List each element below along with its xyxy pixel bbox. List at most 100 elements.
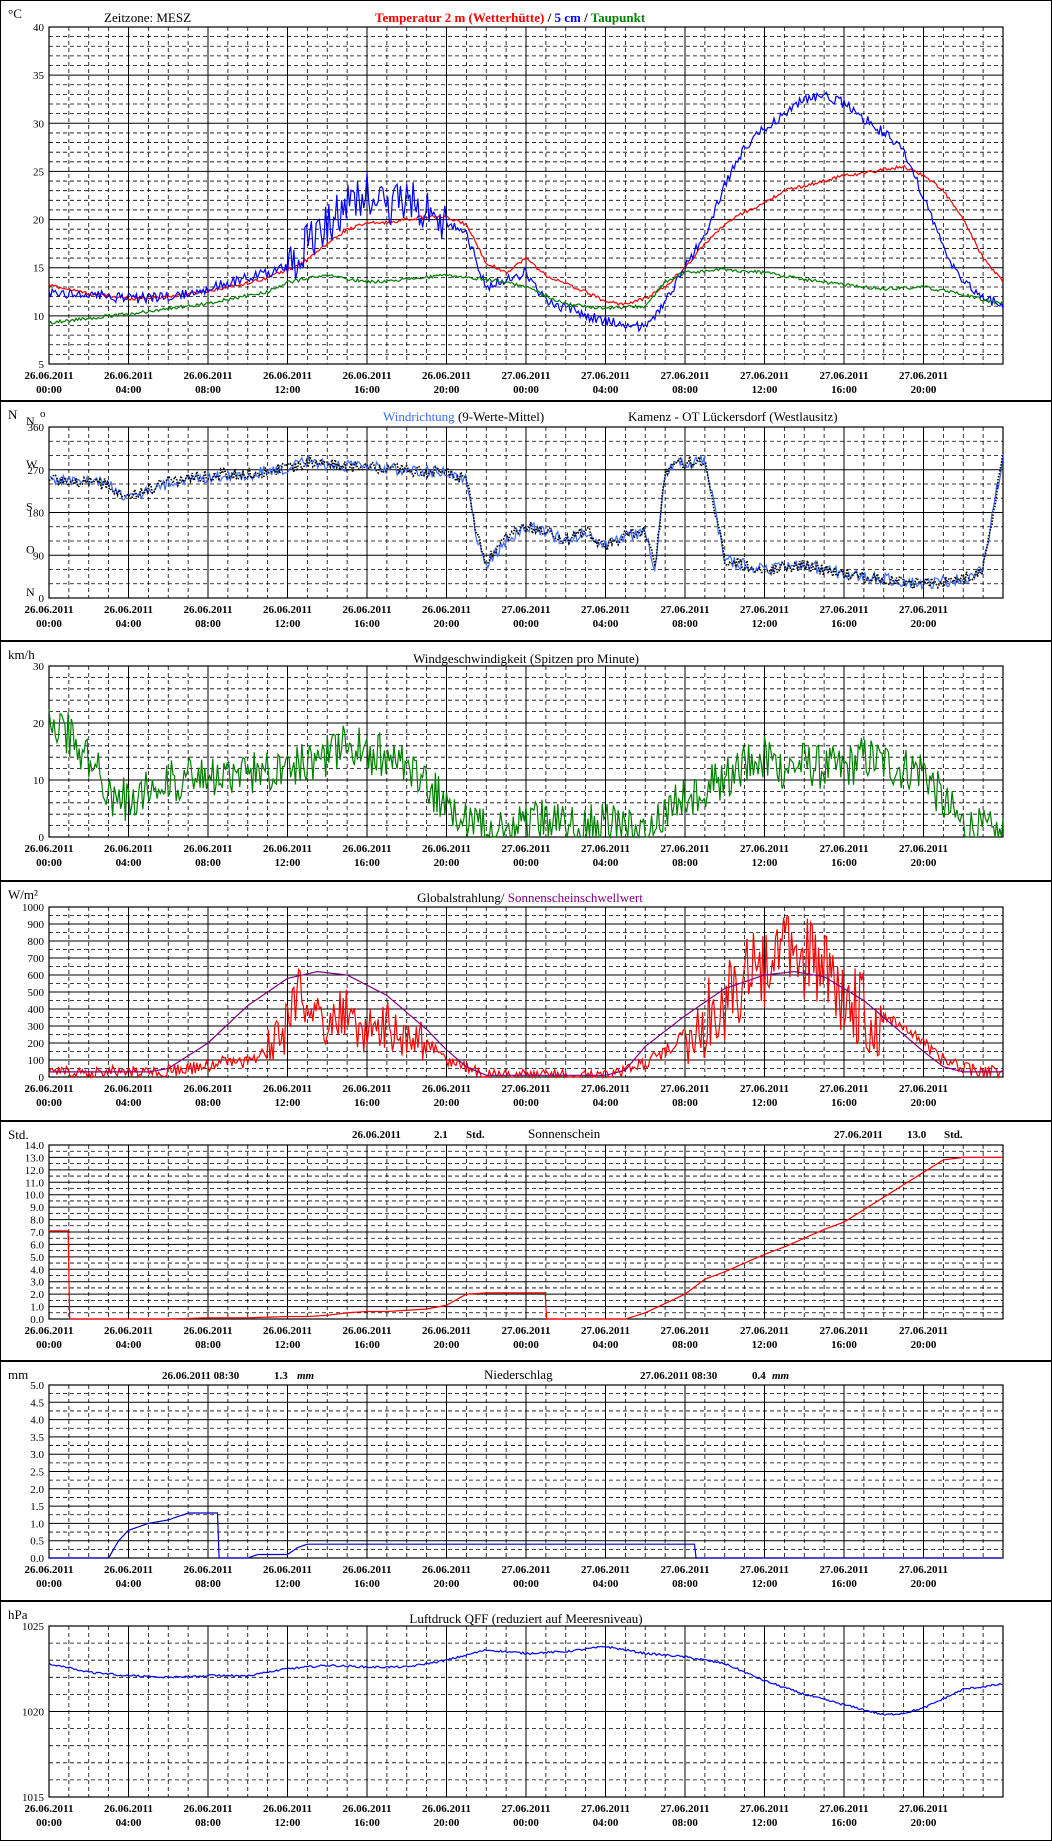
y-tick-label: 4.0: [30, 1415, 44, 1427]
x-tick-date: 27.06.2011: [899, 1325, 948, 1337]
x-tick-date: 27.06.2011: [502, 604, 551, 616]
x-tick-date: 27.06.2011: [899, 370, 948, 382]
x-tick-date: 27.06.2011: [502, 370, 551, 382]
x-tick-time: 08:00: [672, 1097, 698, 1109]
x-tick-time: 08:00: [672, 1578, 698, 1590]
title-part: /: [581, 10, 591, 25]
y-tick-label: 20: [33, 215, 45, 227]
y-tick-label: 35: [33, 70, 45, 82]
station-label: Kamenz - OT Lückersdorf (Westlausitz): [628, 409, 838, 424]
x-tick-date: 27.06.2011: [502, 1083, 551, 1095]
x-tick-date: 27.06.2011: [820, 1325, 869, 1337]
x-tick-time: 16:00: [831, 1097, 857, 1109]
x-tick-time: 08:00: [672, 1817, 698, 1829]
x-tick-time: 20:00: [434, 1817, 460, 1829]
x-tick-date: 26.06.2011: [184, 370, 233, 382]
y-tick-label: 700: [28, 953, 45, 965]
y-tick-label: 11.0: [25, 1177, 44, 1189]
x-tick-time: 04:00: [116, 384, 142, 396]
y-tick-label: 2.0: [30, 1289, 44, 1301]
x-tick-date: 26.06.2011: [104, 843, 153, 855]
y-tick-label: 1000: [22, 902, 45, 914]
y-tick-label: 100: [28, 1055, 45, 1067]
y-tick-label: 200: [28, 1038, 45, 1050]
x-tick-time: 20:00: [434, 1339, 460, 1351]
y-tick-label: 10: [33, 311, 45, 323]
x-tick-date: 27.06.2011: [581, 843, 630, 855]
y-tick-label: 270: [28, 465, 45, 477]
x-tick-time: 20:00: [434, 384, 460, 396]
x-tick-time: 16:00: [354, 857, 380, 869]
x-tick-time: 08:00: [195, 618, 221, 630]
x-tick-date: 27.06.2011: [740, 843, 789, 855]
x-tick-date: 26.06.2011: [184, 604, 233, 616]
y-tick-label: 20: [33, 718, 45, 730]
x-tick-time: 08:00: [195, 1578, 221, 1590]
title-part: /: [544, 10, 554, 25]
x-tick-time: 12:00: [275, 857, 301, 869]
x-tick-time: 00:00: [513, 1817, 539, 1829]
x-tick-date: 27.06.2011: [661, 604, 710, 616]
x-tick-date: 27.06.2011: [661, 1083, 710, 1095]
x-tick-time: 00:00: [513, 857, 539, 869]
y-tick-label: 40: [33, 22, 45, 34]
y-tick-label: 5: [39, 359, 45, 371]
x-tick-time: 00:00: [513, 618, 539, 630]
x-tick-date: 27.06.2011: [740, 1325, 789, 1337]
precip-day2-value: 0.4: [752, 1370, 766, 1382]
y-tick-label: 6.0: [30, 1239, 44, 1251]
x-tick-date: 26.06.2011: [422, 1803, 471, 1815]
x-tick-date: 26.06.2011: [343, 1325, 392, 1337]
x-tick-time: 12:00: [752, 1339, 778, 1351]
x-tick-time: 16:00: [354, 1817, 380, 1829]
y-tick-label: 0: [39, 593, 45, 605]
y-tick-label: 10: [33, 775, 45, 787]
panel-winddirection: 0 90 180 270 360 26.06.2011 00:00 26.06.2011 04:…: [0, 401, 1052, 641]
x-tick-date: 26.06.2011: [343, 604, 392, 616]
x-tick-date: 27.06.2011: [740, 604, 789, 616]
x-tick-date: 26.06.2011: [263, 843, 312, 855]
plot-frame: [48, 426, 1004, 599]
x-tick-date: 27.06.2011: [581, 1803, 630, 1815]
x-tick-date: 27.06.2011: [899, 604, 948, 616]
x-tick-date: 27.06.2011: [899, 1803, 948, 1815]
y-tick-label: 30: [33, 118, 45, 130]
y-tick-label: 0: [39, 832, 45, 844]
x-tick-date: 27.06.2011: [820, 370, 869, 382]
y-tick-label: 3.0: [30, 1449, 44, 1461]
y-tick-label: 900: [28, 919, 45, 931]
x-tick-time: 20:00: [434, 618, 460, 630]
x-tick-date: 27.06.2011: [820, 604, 869, 616]
x-tick-date: 27.06.2011: [502, 1325, 551, 1337]
precip-title: Niederschlag: [484, 1367, 553, 1382]
plot-frame: [48, 1144, 1004, 1320]
x-tick-time: 16:00: [831, 857, 857, 869]
plot-frame: [48, 1625, 1004, 1798]
x-tick-date: 26.06.2011: [25, 1803, 74, 1815]
y-tick-label: 7.0: [30, 1227, 44, 1239]
x-tick-date: 27.06.2011: [581, 370, 630, 382]
y-tick-label: 10.0: [25, 1190, 45, 1202]
degree-sign: o: [40, 408, 46, 420]
x-tick-time: 12:00: [752, 384, 778, 396]
x-tick-date: 26.06.2011: [422, 370, 471, 382]
y-tick-label: 13.0: [25, 1152, 45, 1164]
x-tick-time: 16:00: [354, 1097, 380, 1109]
x-tick-date: 27.06.2011: [820, 843, 869, 855]
x-tick-time: 00:00: [36, 1578, 62, 1590]
x-tick-date: 27.06.2011: [581, 1564, 630, 1576]
x-tick-date: 26.06.2011: [25, 1325, 74, 1337]
precip-day1-value: 1.3: [274, 1370, 288, 1382]
panel-globalradiation: 0 100 200 300 400 500 600 700 800 900 1000 26.06.20…: [0, 881, 1052, 1121]
x-tick-date: 26.06.2011: [343, 1083, 392, 1095]
y-tick-label: 3.0: [30, 1277, 44, 1289]
y-tick-label: 4.5: [30, 1397, 44, 1409]
temperature-title: Temperatur 2 m (Wetterhütte) / 5 cm / Ta…: [375, 10, 646, 25]
x-tick-time: 04:00: [116, 1097, 142, 1109]
x-tick-time: 16:00: [354, 384, 380, 396]
x-tick-time: 04:00: [116, 1339, 142, 1351]
x-tick-time: 00:00: [513, 1578, 539, 1590]
y-tick-label: 300: [28, 1021, 45, 1033]
unit-label: km/h: [8, 647, 35, 662]
x-tick-time: 20:00: [434, 857, 460, 869]
